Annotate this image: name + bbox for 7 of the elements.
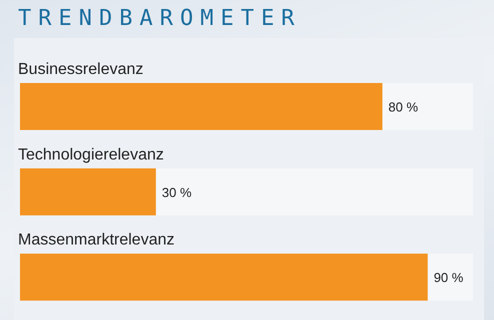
y-tick-label: Businessrelevanz	[18, 61, 144, 78]
chart-title: TRENDBAROMETER	[18, 6, 302, 31]
data-label: 30 %	[162, 184, 192, 200]
y-tick-label: Massenmarktrelevanz	[18, 232, 174, 249]
data-label: 80 %	[388, 100, 418, 114]
data-label: 90 %	[434, 270, 464, 286]
y-tick-label: Technologierelevanz	[18, 146, 164, 164]
